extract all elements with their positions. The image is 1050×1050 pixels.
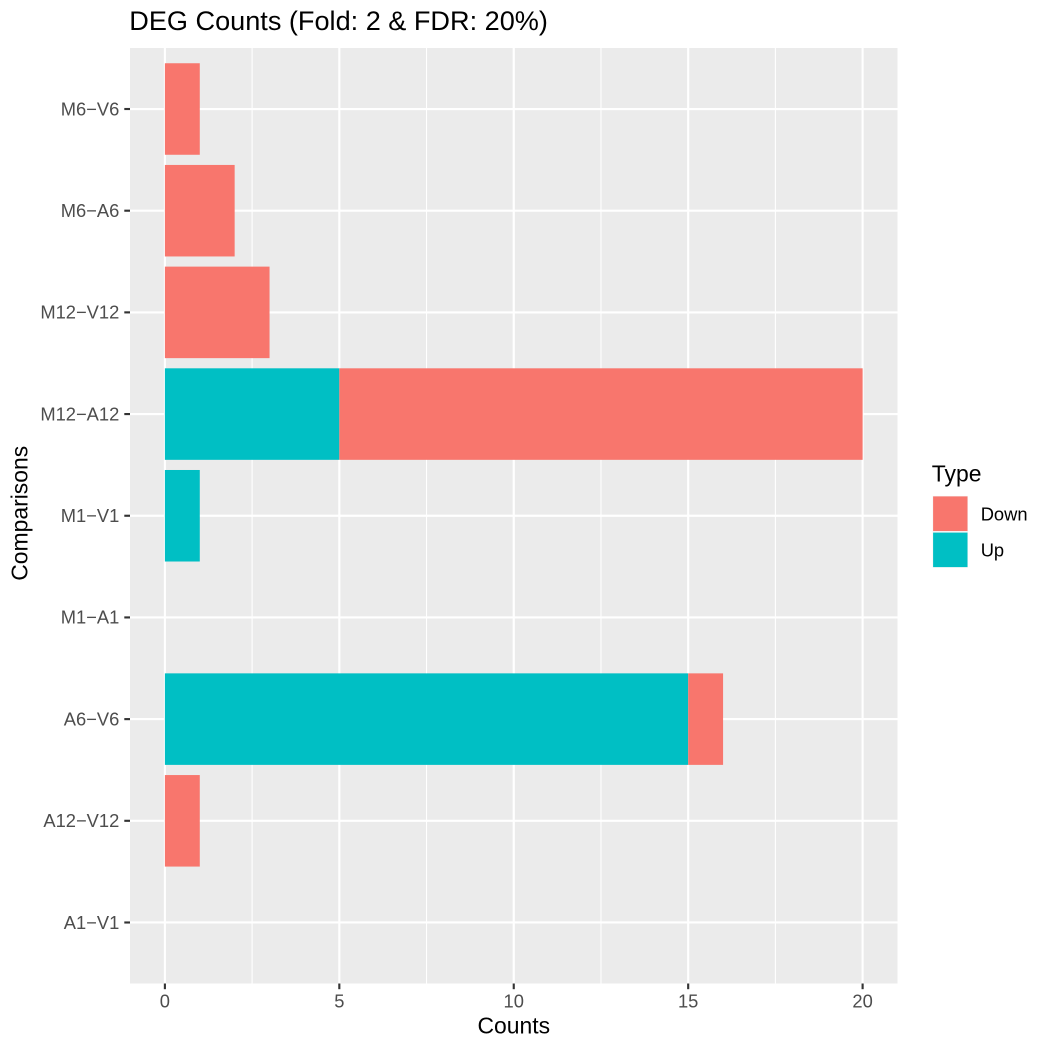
svg-text:Comparisons: Comparisons [6,446,32,581]
svg-text:A6−V6: A6−V6 [64,708,120,729]
svg-text:5: 5 [334,991,344,1012]
svg-text:10: 10 [504,991,524,1012]
svg-text:Down: Down [981,504,1028,525]
svg-text:Up: Up [981,539,1004,560]
svg-text:M12−A12: M12−A12 [40,403,119,424]
svg-text:M12−V12: M12−V12 [40,302,119,323]
svg-text:DEG Counts (Fold: 2 & FDR: 20%: DEG Counts (Fold: 2 & FDR: 20%) [129,5,548,36]
svg-text:M6−V6: M6−V6 [61,98,120,119]
svg-text:M1−V1: M1−V1 [61,505,120,526]
svg-text:M1−A1: M1−A1 [61,607,120,628]
svg-text:20: 20 [852,991,872,1012]
svg-text:A1−V1: A1−V1 [64,912,120,933]
svg-text:15: 15 [678,991,698,1012]
svg-text:Counts: Counts [477,1012,550,1038]
svg-text:0: 0 [160,991,170,1012]
svg-text:M6−A6: M6−A6 [61,200,120,221]
svg-text:A12−V12: A12−V12 [43,810,119,831]
svg-text:Type: Type [932,461,982,487]
